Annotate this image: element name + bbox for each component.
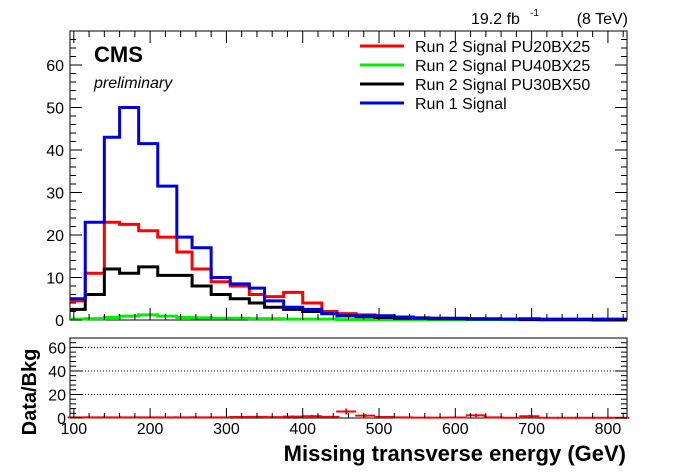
ratio-y-tick-label: 40: [48, 364, 66, 381]
x-tick-label: 600: [442, 421, 469, 438]
series-line-3: [70, 265, 627, 322]
x-tick-label: 500: [366, 421, 393, 438]
lumi-label-group: 19.2 fb -1 (8 TeV): [471, 8, 628, 28]
legend-label: Run 1 Signal: [415, 96, 507, 113]
x-tick-label: 700: [518, 421, 545, 438]
x-tick-label: 200: [137, 421, 164, 438]
y-tick-label: 20: [46, 228, 64, 245]
series-line-1: [70, 220, 627, 322]
x-tick-label: 100: [60, 421, 87, 438]
lumi-value: 19.2 fb: [471, 11, 520, 28]
y-tick-label: 50: [46, 101, 64, 118]
y-tick-label: 60: [46, 58, 64, 75]
energy-label: (8 TeV): [577, 11, 628, 28]
y-tick-label: 40: [46, 143, 64, 160]
y-tick-label: 0: [55, 313, 64, 330]
upper-panel: 0 10 20 30 40 50 60 CMS preliminary Run 2 Sign…: [46, 30, 628, 330]
ratio-y-tick-label: 20: [48, 387, 66, 404]
ratio-y-tick-label: 0: [57, 411, 66, 428]
legend-label: Run 2 Signal PU40BX25: [415, 58, 590, 75]
lower-panel: 0 20 40 60 100 200 300 400 500 600 700 800 Data/Bk…: [19, 337, 630, 466]
x-axis-label: Missing transverse energy (GeV): [284, 441, 626, 466]
lower-y-axis: 0 20 40 60: [48, 337, 627, 428]
x-tick-label: 800: [595, 421, 622, 438]
x-tick-label: 300: [213, 421, 240, 438]
status-label: preliminary: [93, 75, 173, 92]
legend: Run 2 Signal PU20BX25 Run 2 Signal PU40BX…: [360, 39, 590, 113]
legend-label: Run 2 Signal PU20BX25: [415, 39, 590, 56]
y-tick-label: 10: [46, 271, 64, 288]
lower-frame: [69, 337, 628, 419]
series-line-4: [70, 106, 627, 321]
experiment-label: CMS: [94, 42, 143, 67]
upper-x-axis: [73, 31, 624, 320]
upper-histograms: [70, 106, 627, 322]
x-tick-label: 400: [289, 421, 316, 438]
upper-y-axis: 0 10 20 30 40 50 60: [46, 30, 627, 330]
lumi-exponent: -1: [530, 8, 539, 19]
ratio-y-axis-label: Data/Bkg: [19, 349, 41, 436]
ratio-points: [67, 408, 630, 419]
ratio-y-tick-label: 60: [48, 340, 66, 357]
ratio-gridlines: [70, 346, 627, 395]
legend-label: Run 2 Signal PU30BX50: [415, 77, 590, 94]
lower-x-axis: 100 200 300 400 500 600 700 800: [60, 408, 624, 438]
y-tick-label: 30: [46, 186, 64, 203]
